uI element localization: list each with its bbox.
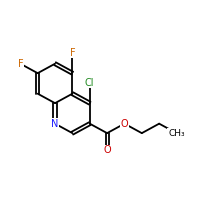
Text: O: O — [103, 145, 111, 155]
Text: N: N — [51, 119, 59, 129]
Text: F: F — [70, 48, 75, 58]
Text: O: O — [121, 119, 128, 129]
Text: Cl: Cl — [85, 78, 94, 88]
Text: CH₃: CH₃ — [168, 129, 185, 138]
Text: F: F — [18, 59, 23, 69]
